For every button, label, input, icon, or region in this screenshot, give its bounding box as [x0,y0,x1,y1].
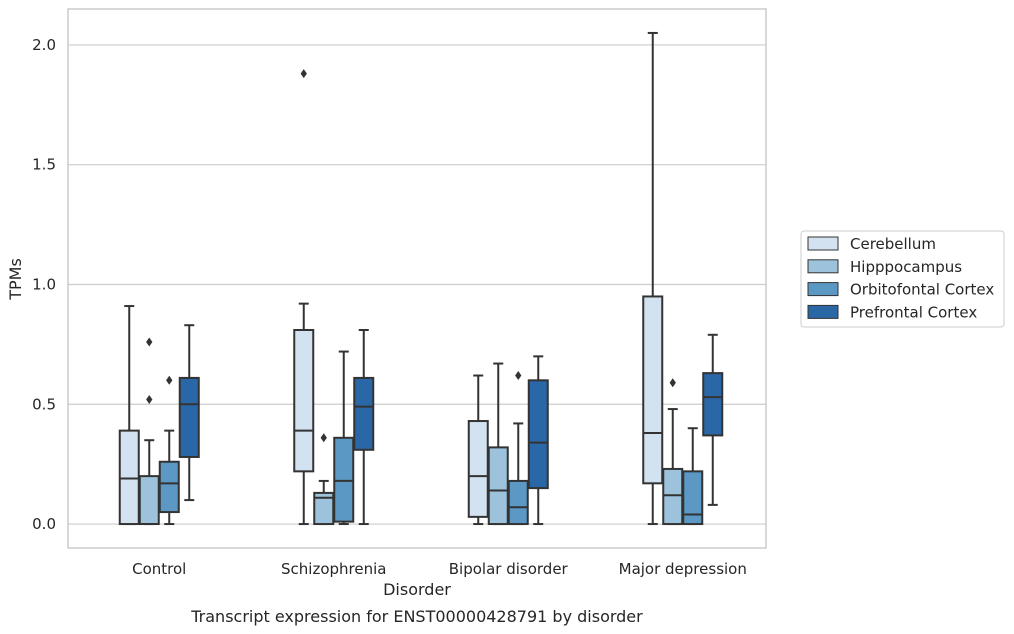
chart-caption: Transcript expression for ENST0000042879… [190,607,643,626]
box-1-0 [293,69,315,526]
box-3-0 [642,31,664,526]
legend-swatch [807,282,839,297]
x-tick-label: Control [132,560,186,578]
box-2-2 [507,371,529,526]
legend-frame [800,230,1005,328]
legend-item: Orbitofontal Cortex [807,281,994,299]
box-iqr [662,467,684,526]
y-tick-label: 2.0 [32,36,56,54]
box-3-3 [702,333,724,506]
y-tick-label: 0.0 [32,515,56,533]
box-2-3 [527,355,549,526]
legend-label: Orbitofontal Cortex [850,281,994,299]
y-axis-label: TPMs [6,258,25,301]
outlier-point [515,371,522,381]
box-iqr [527,379,549,490]
x-tick-label: Schizophrenia [281,560,386,578]
legend-swatch [807,236,839,251]
y-tick-label: 1.5 [32,156,56,174]
box-0-3 [178,324,200,502]
legend-label: Hipppocampus [850,258,962,276]
box-iqr [353,376,375,451]
x-tick-label: Major depression [619,560,747,578]
y-tick-label: 1.0 [32,275,56,293]
box-iqr [682,470,704,526]
box-iqr [138,475,160,526]
outlier-point [669,378,676,388]
box-iqr [158,460,180,514]
outlier-point [146,394,153,404]
x-axis-label: Disorder [383,580,451,599]
boxes [118,31,724,526]
plot-frame [67,8,767,549]
box-iqr [467,420,489,518]
legend-item: Cerebellum [807,235,936,253]
x-tick-label: Bipolar disorder [449,560,569,578]
outlier-point [146,337,153,347]
legend-swatch [807,304,839,319]
y-axis-ticks: 0.0 0.5 1.0 1.5 2.0 [32,36,56,533]
legend-item: Prefrontal Cortex [807,303,977,321]
y-tick-label: 0.5 [32,395,56,413]
legend-item: Hipppocampus [807,258,962,276]
box-iqr [642,295,664,485]
box-iqr [293,329,315,473]
legend-label: Cerebellum [850,235,936,253]
box-iqr [333,436,355,523]
legend: Cerebellum Hipppocampus Orbitofontal Corte… [800,230,1005,328]
x-axis-ticks: Control Schizophrenia Bipolar disorder Majo… [132,560,747,578]
outlier-point [166,375,173,385]
box-2-1 [487,362,509,526]
box-1-2 [333,350,355,526]
legend-swatch [807,259,839,274]
box-iqr [118,429,140,526]
box-0-1 [138,337,160,526]
box-0-2 [158,375,180,526]
outlier-point [320,433,327,443]
box-3-2 [682,427,704,526]
box-iqr [702,372,724,437]
box-iqr [487,446,509,526]
box-iqr [178,376,200,458]
box-iqr [507,479,529,526]
legend-label: Prefrontal Cortex [850,303,977,321]
box-3-1 [662,378,684,526]
box-1-3 [353,329,375,526]
outlier-point [300,69,307,79]
